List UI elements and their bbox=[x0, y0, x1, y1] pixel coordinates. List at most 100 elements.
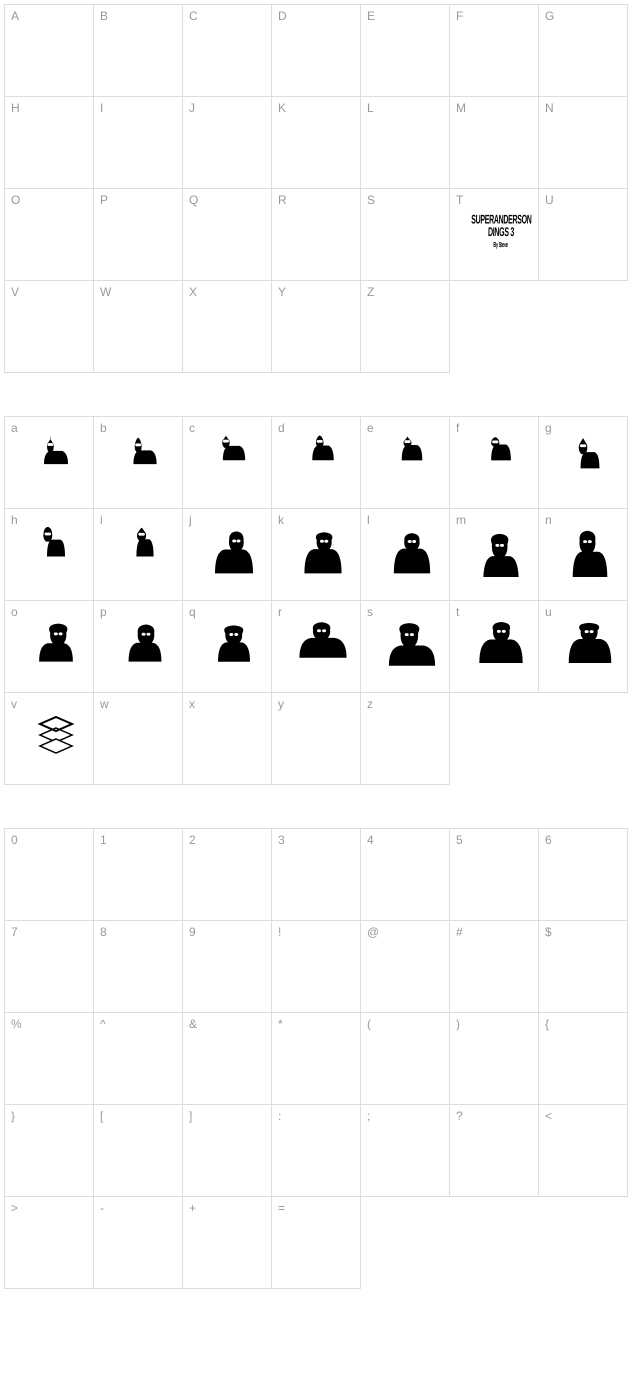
charmap-cell: T SUPERANDERSON DINGS 3By Steve bbox=[449, 188, 539, 281]
cell-label: R bbox=[278, 193, 287, 207]
cell-label: o bbox=[11, 605, 18, 619]
cell-label: [ bbox=[100, 1109, 103, 1123]
glyph-bust-7 bbox=[557, 431, 623, 488]
glyph-bust-13 bbox=[468, 523, 534, 580]
charmap-cell: G bbox=[538, 4, 628, 97]
cell-label: 0 bbox=[11, 833, 18, 847]
glyph-bust-6 bbox=[468, 431, 534, 488]
charmap-cell: + bbox=[182, 1196, 272, 1289]
charmap-cell: ! bbox=[271, 920, 361, 1013]
charmap-cell: ) bbox=[449, 1012, 539, 1105]
charmap-cell: ? bbox=[449, 1104, 539, 1197]
cell-label: ] bbox=[189, 1109, 192, 1123]
cell-label: H bbox=[11, 101, 20, 115]
charmap-cell: J bbox=[182, 96, 272, 189]
charmap-row: VWXYZ bbox=[4, 280, 636, 372]
glyph-bust-12 bbox=[379, 523, 445, 580]
charmap-cell: q bbox=[182, 600, 272, 693]
glyph-bust-21 bbox=[557, 615, 623, 672]
cell-label: z bbox=[367, 697, 373, 711]
charmap-cell: L bbox=[360, 96, 450, 189]
cell-label: g bbox=[545, 421, 552, 435]
charmap-cell: p bbox=[93, 600, 183, 693]
cell-label: ^ bbox=[100, 1017, 106, 1031]
charmap-cell: O bbox=[4, 188, 94, 281]
charmap-section-digits-symbols: 0123456789!@#$%^&*(){}[]:;?<>-+= bbox=[4, 828, 636, 1288]
cell-label: ) bbox=[456, 1017, 460, 1031]
cell-label: F bbox=[456, 9, 463, 23]
cell-label: $ bbox=[545, 925, 552, 939]
charmap-cell: k bbox=[271, 508, 361, 601]
cell-label: G bbox=[545, 9, 554, 23]
glyph-bust-16 bbox=[112, 615, 178, 672]
cell-label: 3 bbox=[278, 833, 285, 847]
cell-label: J bbox=[189, 101, 195, 115]
charmap-cell: w bbox=[93, 692, 183, 785]
cell-label: T bbox=[456, 193, 463, 207]
charmap-cell: 5 bbox=[449, 828, 539, 921]
charmap-cell: 9 bbox=[182, 920, 272, 1013]
charmap-cell: H bbox=[4, 96, 94, 189]
cell-label: 4 bbox=[367, 833, 374, 847]
charmap-cell: D bbox=[271, 4, 361, 97]
cell-label: v bbox=[11, 697, 17, 711]
cell-label: ? bbox=[456, 1109, 463, 1123]
cell-label: P bbox=[100, 193, 108, 207]
cell-label: y bbox=[278, 697, 284, 711]
charmap-cell: Q bbox=[182, 188, 272, 281]
cell-label: % bbox=[11, 1017, 22, 1031]
cell-label: 7 bbox=[11, 925, 18, 939]
glyph-stack-shape bbox=[23, 707, 89, 764]
glyph-bust-11 bbox=[290, 523, 356, 580]
charmap-row: 0123456 bbox=[4, 828, 636, 920]
charmap-cell: r bbox=[271, 600, 361, 693]
charmap-cell: F bbox=[449, 4, 539, 97]
charmap-cell: n bbox=[538, 508, 628, 601]
cell-label: k bbox=[278, 513, 284, 527]
charmap-cell: X bbox=[182, 280, 272, 373]
glyph-bust-5 bbox=[379, 431, 445, 488]
glyph-bust-10 bbox=[201, 523, 267, 580]
charmap-row: 789!@#$ bbox=[4, 920, 636, 1012]
cell-label: d bbox=[278, 421, 285, 435]
cell-label: e bbox=[367, 421, 374, 435]
charmap-cell: Z bbox=[360, 280, 450, 373]
charmap-cell: 8 bbox=[93, 920, 183, 1013]
charmap-cell: Y bbox=[271, 280, 361, 373]
charmap-cell: t bbox=[449, 600, 539, 693]
cell-label: c bbox=[189, 421, 195, 435]
charmap-cell: % bbox=[4, 1012, 94, 1105]
cell-label: L bbox=[367, 101, 374, 115]
cell-label: r bbox=[278, 605, 282, 619]
glyph-bust-4 bbox=[290, 431, 356, 488]
cell-label: u bbox=[545, 605, 552, 619]
glyph-bust-20 bbox=[468, 615, 534, 672]
charmap-cell: d bbox=[271, 416, 361, 509]
cell-label: # bbox=[456, 925, 463, 939]
charmap-cell: 1 bbox=[93, 828, 183, 921]
cell-label: b bbox=[100, 421, 107, 435]
charmap-section-lowercase: a b c d e f g h i bbox=[4, 416, 636, 784]
cell-label: 5 bbox=[456, 833, 463, 847]
charmap-row: v wxyz bbox=[4, 692, 636, 784]
charmap-row: h i j k l m n bbox=[4, 508, 636, 600]
cell-label: 2 bbox=[189, 833, 196, 847]
cell-label: V bbox=[11, 285, 19, 299]
charmap-cell: U bbox=[538, 188, 628, 281]
cell-label: E bbox=[367, 9, 375, 23]
charmap-cell: : bbox=[271, 1104, 361, 1197]
cell-label: - bbox=[100, 1201, 104, 1215]
cell-label: t bbox=[456, 605, 459, 619]
cell-label: p bbox=[100, 605, 107, 619]
cell-label: O bbox=[11, 193, 20, 207]
cell-label: * bbox=[278, 1017, 283, 1031]
cell-label: Q bbox=[189, 193, 198, 207]
glyph-bust-8 bbox=[23, 523, 89, 580]
cell-label: N bbox=[545, 101, 554, 115]
cell-label: X bbox=[189, 285, 197, 299]
cell-label: w bbox=[100, 697, 109, 711]
charmap-row: o p q r s t u bbox=[4, 600, 636, 692]
cell-label: m bbox=[456, 513, 466, 527]
logo-text: SUPERANDERSON DINGS 3 bbox=[471, 214, 532, 239]
cell-label: } bbox=[11, 1109, 15, 1123]
